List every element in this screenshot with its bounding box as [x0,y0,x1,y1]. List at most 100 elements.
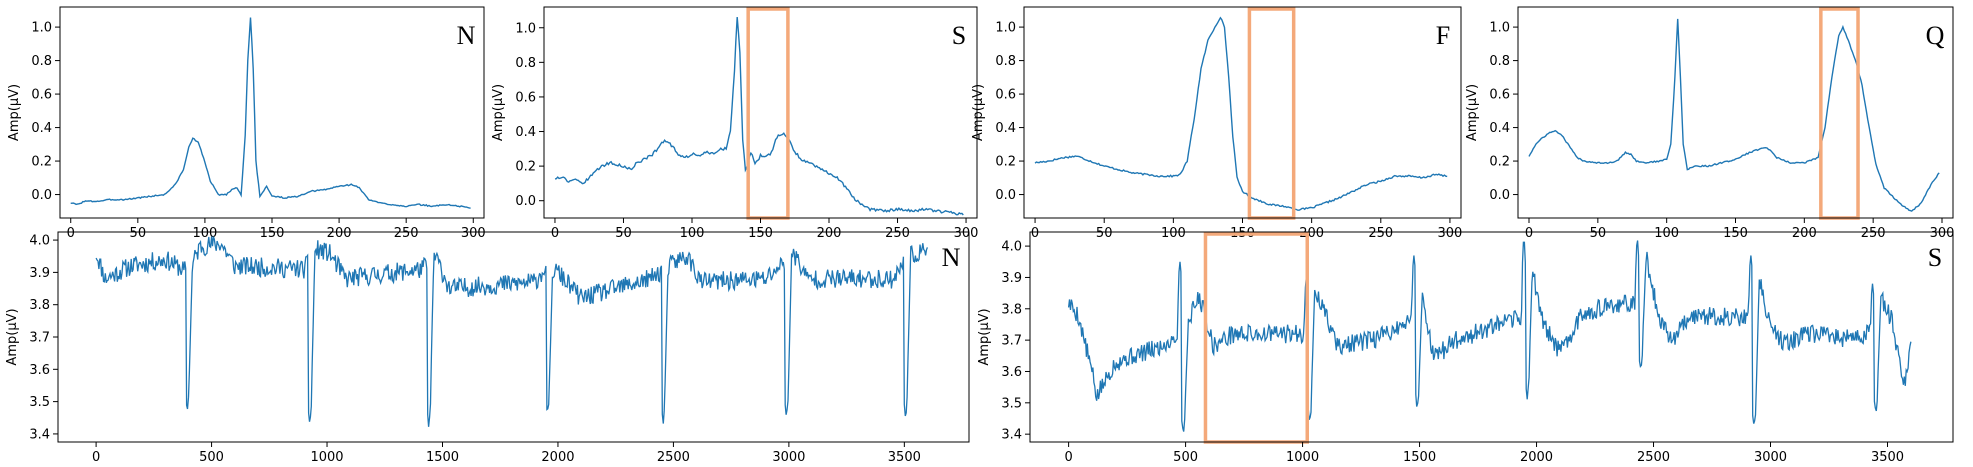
x-tick-label: 200 [327,226,352,241]
x-tick-label: 1500 [1403,450,1436,465]
class-label: N [457,21,476,50]
y-tick-label: 3.9 [1001,271,1022,286]
y-tick-label: 0.6 [515,90,536,105]
y-axis-label: Amp(µV) [5,308,20,365]
x-tick-label: 300 [1438,226,1463,241]
panel-6-S: 0 500 1000 1500 2000 2500 3000 3500 3.4 3.5 3.6 3.7… [977,231,1954,465]
y-tick-label: 3.4 [29,427,50,442]
y-tick-label: 0.8 [515,56,536,71]
y-tick-label: 3.8 [29,298,50,313]
series-line [1034,16,1448,211]
x-tick-label: 300 [1930,226,1955,241]
axes-frame [59,6,485,219]
series-line [1528,18,1940,212]
y-tick-label: 3.9 [29,266,50,281]
y-tick-label: 0.6 [31,88,52,103]
x-tick-label: 3000 [772,450,805,465]
y-tick-label: 0.6 [1489,88,1510,103]
x-tick-label: 0 [1064,450,1072,465]
series-line [1067,240,1912,432]
y-tick-label: 0.4 [31,121,52,136]
x-tick-label: 0 [1031,226,1039,241]
class-label: Q [1926,21,1945,50]
x-tick-label: 3500 [888,450,921,465]
x-tick-label: 0 [92,450,100,465]
y-tick-label: 4.0 [29,234,50,249]
x-tick-label: 250 [1368,226,1393,241]
y-tick-label: 4.0 [1001,240,1022,255]
y-tick-label: 0.8 [31,54,52,69]
x-tick-label: 500 [199,450,224,465]
x-tick-label: 200 [1299,226,1324,241]
y-tick-label: 0.2 [515,160,536,175]
class-label: F [1436,21,1450,50]
y-tick-label: 0.4 [1489,121,1510,136]
y-tick-label: 0.0 [1489,188,1510,203]
y-tick-label: 0.2 [31,155,52,170]
axes-frame [1023,6,1462,219]
x-tick-label: 250 [885,226,910,241]
x-tick-label: 250 [394,226,419,241]
x-tick-label: 3000 [1754,450,1787,465]
axes-frame [57,231,970,443]
x-tick-label: 150 [260,226,285,241]
x-tick-label: 2500 [1637,450,1670,465]
highlight-box [746,7,790,220]
axes-frame [543,6,978,219]
y-tick-label: 0.6 [995,88,1016,103]
series-line [95,236,929,427]
x-tick-label: 2500 [657,450,690,465]
x-tick-label: 50 [130,226,147,241]
x-tick-label: 1500 [426,450,459,465]
x-tick-label: 3500 [1871,450,1904,465]
y-tick-label: 0.0 [31,188,52,203]
panel-2-S: 0 50 100 150 200 250 300 0.0 0.2 0.4 0.6 0.8 1.0 Amp(… [491,6,979,241]
y-axis-label: Amp(µV) [7,84,22,141]
panel-5-N: 0 500 1000 1500 2000 2500 3000 3500 3.4 3.5 3.6 3.7… [5,231,970,465]
highlight-box [1247,7,1296,220]
y-tick-label: 1.0 [31,21,52,36]
y-tick-label: 3.4 [1001,428,1022,443]
x-tick-label: 300 [954,226,979,241]
y-tick-label: 3.5 [29,395,50,410]
series-line [70,17,471,209]
panel-3-F: 0 50 100 150 200 250 3000.00.20.40.60.81.0Amp(… [971,6,1463,241]
y-tick-label: 0.8 [1489,54,1510,69]
y-axis-label: Amp(µV) [491,84,506,141]
x-tick-label: 500 [1173,450,1198,465]
x-tick-label: 100 [1161,226,1186,241]
x-tick-label: 250 [1861,226,1886,241]
x-tick-label: 2000 [1520,450,1553,465]
y-tick-label: 0.0 [995,188,1016,203]
x-tick-label: 200 [817,226,842,241]
axes-frame [1517,6,1954,219]
y-tick-label: 0.2 [1489,155,1510,170]
x-tick-label: 300 [461,226,486,241]
x-tick-label: 100 [1654,226,1679,241]
class-label: S [952,21,966,50]
x-tick-label: 0 [67,226,75,241]
y-tick-label: 3.7 [1001,334,1022,349]
y-tick-label: 3.6 [29,363,50,378]
y-tick-label: 1.0 [1489,21,1510,36]
x-tick-label: 50 [1590,226,1607,241]
y-tick-label: 0.0 [515,194,536,209]
y-tick-label: 3.8 [1001,302,1022,317]
x-tick-label: 1000 [310,450,343,465]
y-tick-label: 3.7 [29,331,50,346]
y-tick-label: 1.0 [995,21,1016,36]
y-axis-label: Amp(µV) [971,84,986,141]
panel-4-Q: 0 50 100 150 200 250 300 0.0 0.2 0.4 0.6 0.8 1.0 Amp(… [1465,6,1955,241]
class-label: S [1928,243,1942,272]
x-tick-label: 50 [615,226,632,241]
x-tick-label: 1000 [1286,450,1319,465]
y-tick-label: 3.5 [1001,396,1022,411]
axes-frame [1029,231,1954,443]
y-tick-label: 0.4 [995,121,1016,136]
x-tick-label: 200 [1792,226,1817,241]
y-tick-label: 3.6 [1001,365,1022,380]
panel-1-N: 0 50 100 150 200 250 3000.00.20.40.60.81.0Amp(… [7,6,486,241]
x-tick-label: 50 [1096,226,1113,241]
y-axis-label: Amp(µV) [1465,84,1480,141]
